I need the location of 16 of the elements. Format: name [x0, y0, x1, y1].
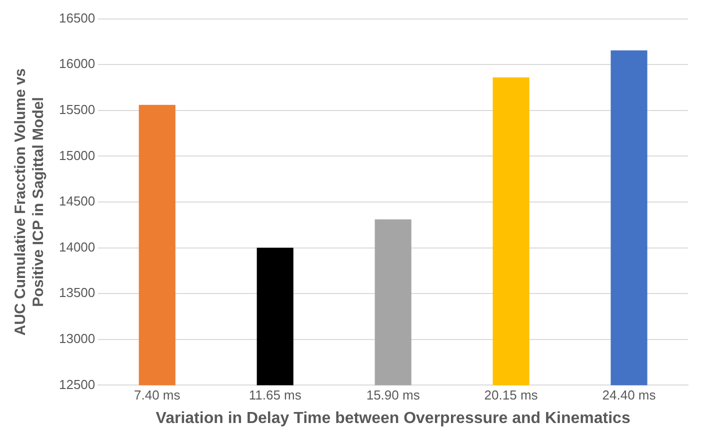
y-tick-label: 15500 — [58, 102, 96, 117]
x-tick-label: 15.90 ms — [366, 388, 420, 403]
x-tick-label: 11.65 ms — [248, 388, 302, 403]
y-tick-label: 13000 — [58, 330, 96, 346]
y-tick-label: 14000 — [58, 239, 96, 254]
y-tick-label: 14500 — [58, 194, 96, 209]
x-tick-label: 24.40 ms — [602, 388, 656, 403]
y-tick-label: 15000 — [58, 148, 96, 163]
x-tick-label: 20.15 ms — [484, 388, 538, 403]
x-tick-label: 7.40 ms — [134, 388, 181, 403]
x-axis-title: Variation in Delay Time between Overpressure and Kinematics — [156, 410, 630, 427]
y-tick-label: 16000 — [58, 56, 96, 72]
y-tick-label: 16500 — [58, 10, 96, 26]
y-tick-label: 13500 — [58, 285, 96, 300]
y-tick-label: 12500 — [58, 376, 96, 392]
y-axis-title: AUC Cumulative Fracction Volume vs Positive ICP in Sagittal Model — [12, 68, 48, 336]
